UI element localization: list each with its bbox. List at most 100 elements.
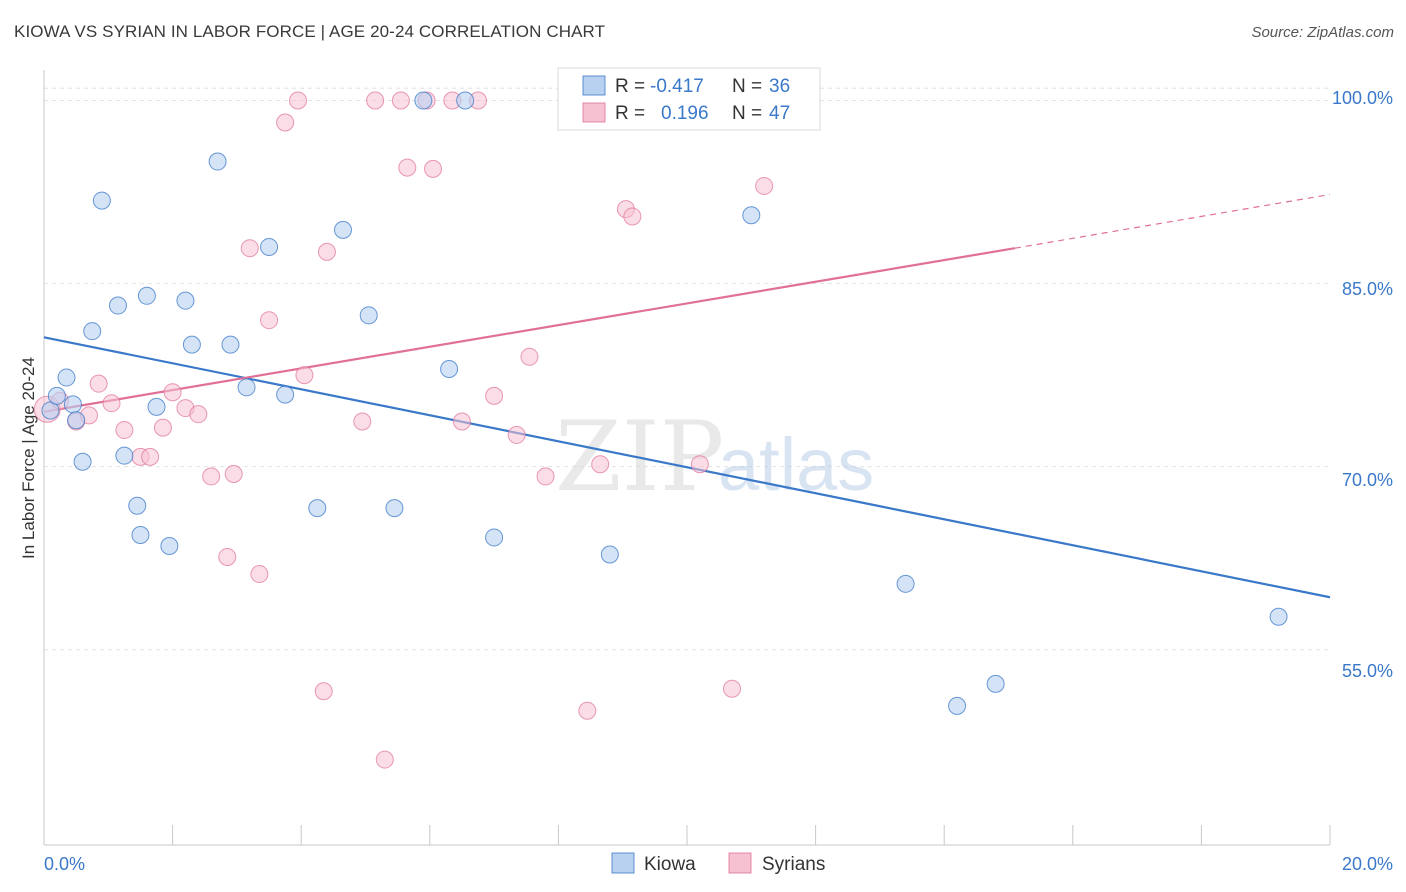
syrian-point [153, 418, 172, 437]
y-tick-label-100: 100.0% [1332, 88, 1393, 108]
kiowa-point [1269, 607, 1288, 626]
legend-syrian-r-value: 0.196 [661, 103, 709, 124]
legend-swatch-kiowa [582, 75, 606, 96]
syrian-point [224, 464, 243, 483]
kiowa-point [83, 322, 102, 341]
kiowa-point [986, 674, 1005, 693]
kiowa-point [137, 286, 156, 305]
syrian-point [391, 91, 410, 110]
x-tick-label-max: 20.0% [1342, 854, 1393, 874]
syrian-point [89, 374, 108, 393]
trend-line-kiowa [43, 336, 1331, 599]
kiowa-point [333, 220, 352, 239]
legend-swatch-syrians [582, 102, 606, 123]
syrian-point [102, 394, 121, 413]
kiowa-point [308, 499, 327, 518]
kiowa-point [147, 397, 166, 416]
trend-line-syrians [43, 247, 1016, 413]
kiowa-point [456, 91, 475, 110]
correlation-legend: R = -0.417 N = 36 R = 0.196 N = 47 [557, 67, 821, 131]
syrian-point [375, 750, 394, 769]
syrian-point [398, 158, 417, 177]
kiowa-point [260, 237, 279, 256]
syrian-point [288, 91, 307, 110]
syrian-point [189, 405, 208, 424]
syrian-point [755, 176, 774, 195]
y-tick-label-85: 85.0% [1342, 279, 1393, 299]
y-tick-label-55: 55.0% [1342, 661, 1393, 681]
syrian-point [520, 347, 539, 366]
bottom-legend-syrians: Syrians [762, 854, 825, 875]
x-tick-label-min: 0.0% [44, 854, 85, 874]
legend-syrian-n-label: N = [732, 103, 762, 124]
syrian-point [424, 159, 443, 178]
legend-kiowa-r-value: -0.417 [650, 76, 704, 97]
chart-title: KIOWA VS SYRIAN IN LABOR FORCE | AGE 20-… [14, 22, 606, 41]
syrian-point [690, 455, 709, 474]
kiowa-point [276, 385, 295, 404]
kiowa-point [948, 696, 967, 715]
legend-syrian-n-value: 47 [769, 103, 790, 124]
x-ticks [43, 825, 1331, 845]
kiowa-point [742, 206, 761, 225]
kiowa-point [92, 191, 111, 210]
kiowa-point [115, 446, 134, 465]
syrian-point [276, 113, 295, 132]
legend-kiowa-n-value: 36 [769, 76, 790, 97]
data-points [33, 91, 1288, 769]
kiowa-point [237, 378, 256, 397]
kiowa-point [440, 360, 459, 379]
syrian-point [314, 682, 333, 701]
syrian-point [353, 412, 372, 431]
syrian-point [240, 239, 259, 258]
syrian-point [623, 207, 642, 226]
kiowa-point [108, 296, 127, 315]
kiowa-point [131, 526, 150, 544]
kiowa-point [128, 496, 147, 515]
syrian-point [163, 383, 182, 402]
kiowa-point [414, 91, 433, 110]
syrian-point [578, 701, 597, 720]
gridlines [44, 87, 1330, 651]
trend-line-syrians-extension [1014, 193, 1331, 249]
watermark-atlas: atlas [718, 423, 874, 506]
syrian-point [295, 366, 314, 385]
kiowa-point [182, 335, 201, 354]
kiowa-point [208, 152, 227, 171]
bottom-legend-swatch-syrians [728, 852, 752, 874]
syrian-point [260, 311, 279, 330]
trend-lines [43, 193, 1331, 599]
y-tick-labels: 100.0% 85.0% 70.0% 55.0% [1332, 88, 1393, 681]
kiowa-point [176, 291, 195, 310]
syrian-point [591, 455, 610, 474]
y-axis-label: In Labor Force | Age 20-24 [19, 357, 38, 559]
kiowa-point [221, 335, 240, 354]
kiowa-point [160, 536, 179, 555]
syrian-point [507, 425, 526, 444]
syrian-point [723, 679, 742, 698]
kiowa-point [73, 452, 92, 471]
source-credit: Source: ZipAtlas.com [1251, 24, 1394, 41]
syrian-point [317, 242, 336, 261]
syrian-point [452, 412, 471, 431]
legend-syrian-r-label: R = [615, 103, 645, 124]
legend-kiowa-r-label: R = [615, 76, 645, 97]
syrian-point [218, 547, 237, 566]
kiowa-point [359, 306, 378, 325]
kiowa-point [600, 545, 619, 564]
kiowa-point [896, 574, 915, 593]
syrian-point [485, 386, 504, 405]
syrian-point [366, 91, 385, 110]
kiowa-point [385, 499, 404, 518]
kiowa-point [485, 528, 504, 547]
bottom-legend-kiowa: Kiowa [644, 854, 696, 875]
kiowa-point [63, 395, 82, 414]
kiowa-point [57, 368, 76, 387]
y-tick-label-70: 70.0% [1342, 470, 1393, 490]
syrian-point [250, 565, 269, 584]
kiowa-point [67, 411, 86, 430]
syrian-point [115, 421, 134, 440]
syrian-point [202, 467, 221, 486]
bottom-legend-swatch-kiowa [611, 852, 635, 874]
